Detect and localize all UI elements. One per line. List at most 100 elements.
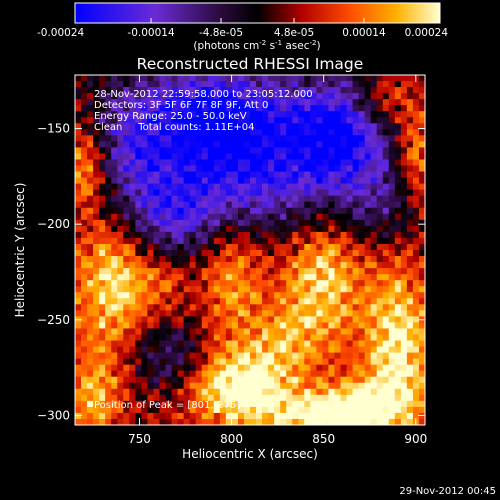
heatmap-cell [93,394,100,402]
heatmap-cell [340,231,348,239]
heatmap-cell [328,382,336,390]
heatmap-cell [286,201,293,209]
heatmap-cell [274,141,281,149]
heatmap-cell [171,75,179,82]
heatmap-cell [280,201,287,209]
heatmap-cell [418,201,425,209]
heatmap-cell [231,298,239,305]
heatmap-cell [298,250,305,257]
heatmap-cell [147,93,155,100]
heatmap-cell [316,298,324,305]
heatmap-cell [147,195,155,203]
heatmap-cell [400,322,408,330]
heatmap-cell [334,213,342,221]
heatmap-cell [129,195,136,203]
heatmap-cell [141,394,149,402]
heatmap-cell [382,352,390,360]
heatmap-cell [87,310,94,317]
heatmap-cell [207,256,215,263]
heatmap-cell [340,81,348,88]
heatmap-cell [352,225,360,233]
heatmap-cell [364,111,372,118]
heatmap-cell [183,123,191,130]
heatmap-cell [358,382,366,390]
heatmap-cell [250,123,257,130]
heatmap-cell [268,418,275,425]
heatmap-cell [189,165,197,173]
heatmap-cell [231,292,239,299]
heatmap-cell [165,201,173,209]
heatmap-cell [231,394,239,402]
heatmap-cell [225,219,233,227]
heatmap-cell [400,370,408,378]
heatmap-cell [418,346,425,354]
x-tick-label: 900 [404,432,427,446]
heatmap-cell [400,171,408,179]
heatmap-cell [262,304,269,311]
heatmap-cell [274,298,281,305]
heatmap-cell [93,334,100,342]
heatmap-cell [141,207,149,215]
heatmap-cell [123,123,130,130]
heatmap-cell [87,388,94,396]
heatmap-cell [153,346,161,354]
heatmap-cell [292,225,299,233]
heatmap-cell [334,135,342,142]
heatmap-cell [304,201,311,209]
heatmap-cell [147,322,155,330]
heatmap-cell [412,376,420,384]
heatmap-cell [75,304,82,311]
heatmap-cell [346,225,354,233]
heatmap-cell [388,105,396,112]
heatmap-cell [129,87,136,94]
heatmap-cell [352,117,360,124]
heatmap-cell [201,340,209,348]
heatmap-cell [93,256,100,263]
heatmap-cell [105,165,112,173]
heatmap-cell [123,141,130,149]
heatmap-cell [129,159,136,167]
heatmap-cell [189,286,197,293]
heatmap-cell [165,298,173,305]
heatmap-cell [195,105,203,112]
heatmap-cell [129,334,136,342]
heatmap-cell [412,225,420,233]
heatmap-cell [328,105,336,112]
heatmap-cell [87,111,94,118]
heatmap-cell [207,346,215,354]
heatmap-cell [117,183,124,191]
heatmap-cell [105,304,112,311]
heatmap-cell [274,382,281,390]
heatmap-cell [99,268,106,275]
heatmap-cell [213,159,221,167]
heatmap-cell [207,123,215,130]
heatmap-cell [75,262,82,269]
heatmap-cell [304,171,311,179]
heatmap-cell [262,322,269,330]
heatmap-cell [280,364,287,372]
heatmap-cell [298,147,305,155]
heatmap-cell [250,147,257,155]
heatmap-cell [75,394,82,402]
heatmap-cell [195,364,203,372]
heatmap-cell [117,153,124,161]
heatmap-cell [316,412,324,420]
heatmap-cell [129,201,136,209]
heatmap-cell [322,304,330,311]
heatmap-cell [334,280,342,287]
heatmap-cell [201,153,209,161]
heatmap-cell [250,141,257,149]
heatmap-cell [334,412,342,420]
x-tick-label: 850 [312,432,335,446]
heatmap-cell [117,135,124,142]
heatmap-cell [111,322,118,330]
heatmap-cell [117,310,124,317]
heatmap-cell [165,207,173,215]
heatmap-cell [358,256,366,263]
heatmap-cell [274,340,281,348]
heatmap-cell [394,207,402,215]
heatmap-cell [105,328,112,336]
heatmap-cell [316,304,324,311]
heatmap-cell [219,256,227,263]
heatmap-cell [280,141,287,149]
